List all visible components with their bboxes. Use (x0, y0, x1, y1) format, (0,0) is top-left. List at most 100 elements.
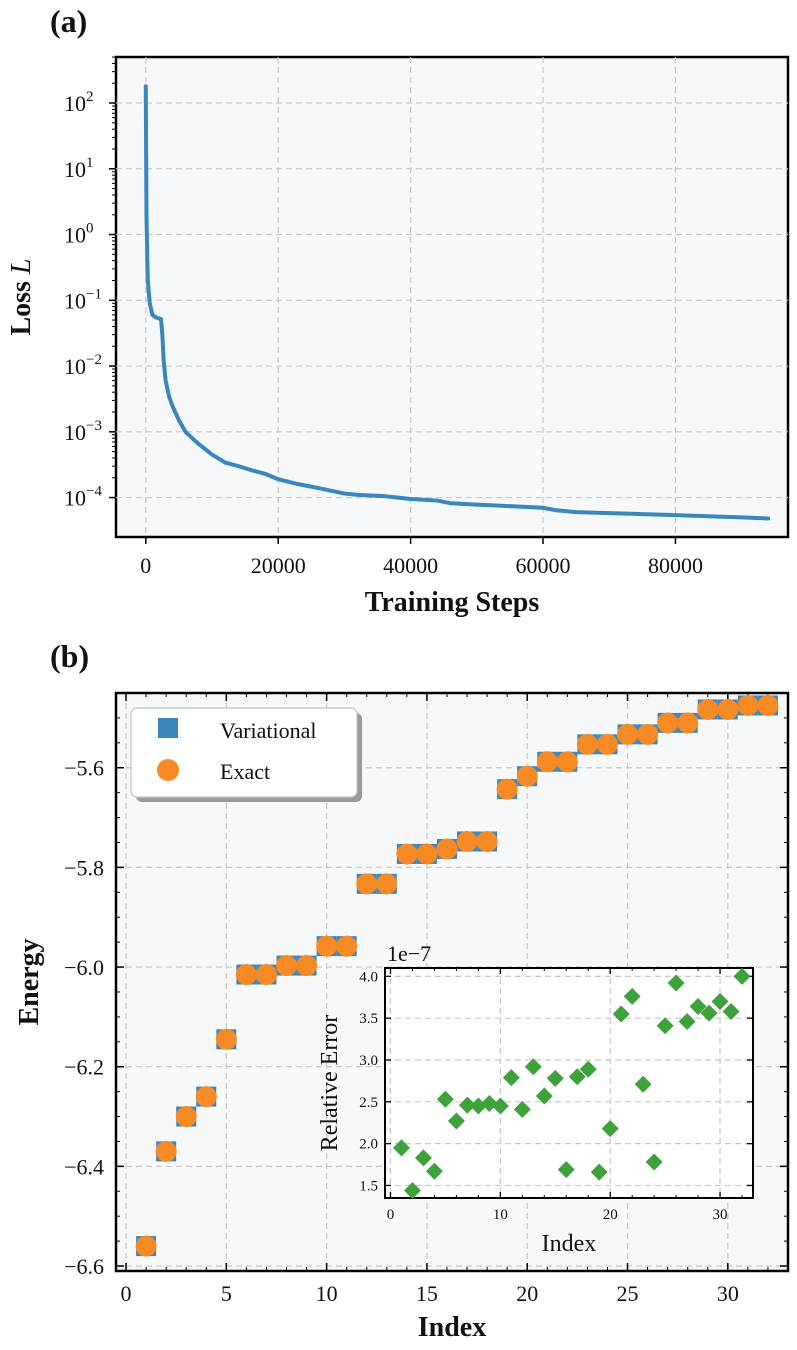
exact-point (155, 1140, 177, 1162)
panel-a-x-axis-label: Training Steps (365, 587, 540, 618)
panel-b-y-tick-label: −6.4 (64, 1154, 104, 1179)
panel-a-y-tick-label: 10 (64, 354, 86, 379)
relative-error-point (436, 1090, 454, 1108)
relative-error-point (711, 992, 729, 1010)
panel-a-y-tick-label: 10 (64, 486, 86, 511)
panel-b-x-tick-label: 10 (316, 1281, 338, 1306)
exact-point (235, 964, 257, 986)
panel-a-grid (116, 57, 788, 537)
panel-a-y-tick-exponent: −3 (86, 418, 102, 434)
panel-a-label: (a) (50, 3, 87, 39)
panel-a-x-tick-label: 20000 (251, 553, 306, 578)
panel-a-y-tick-label: 10 (64, 157, 86, 182)
exact-point (456, 830, 478, 852)
panel-a-y-tick-exponent: −2 (86, 352, 102, 368)
inset-y-tick-label: 3.5 (359, 1011, 378, 1027)
relative-error-point (513, 1100, 531, 1118)
legend-box (130, 707, 358, 798)
exact-point (396, 843, 418, 865)
exact-point (135, 1235, 157, 1257)
panel-a-y-axis-label: Loss L (6, 258, 37, 335)
panel-b-points (135, 694, 779, 1257)
panel-b-x-tick-label: 0 (121, 1281, 132, 1306)
exact-point (336, 935, 358, 957)
relative-error-point (524, 1058, 542, 1076)
panel-a-y-tick-exponent: −4 (86, 484, 102, 500)
exact-point (516, 765, 538, 787)
inset-x-tick-label: 10 (493, 1207, 508, 1223)
relative-error-point (568, 1068, 586, 1086)
exact-point (356, 873, 378, 895)
panel-b-x-tick-label: 20 (516, 1281, 538, 1306)
exact-point (737, 694, 759, 716)
relative-error-point (535, 1087, 553, 1105)
exact-point (556, 751, 578, 773)
relative-error-point (667, 974, 685, 992)
inset-y-tick-label: 4.0 (359, 969, 378, 985)
panel-a-plot-area (114, 55, 790, 539)
exact-point (215, 1028, 237, 1050)
relative-error-point (623, 987, 641, 1005)
legend: Variational Exact (130, 707, 362, 802)
inset-y-axis-label: Relative Error (317, 1015, 343, 1152)
legend-variational-marker (158, 718, 178, 738)
relative-error-point (546, 1069, 564, 1087)
exact-point (255, 964, 277, 986)
relative-error-point (590, 1163, 608, 1181)
inset-ticks: 0 10 20 30 1.5 2.0 2.5 3.0 3.5 4.0 (359, 968, 753, 1223)
panel-b-y-tick-label: −5.8 (64, 855, 104, 880)
relative-error-point (403, 1181, 421, 1199)
panel-a-y-tick-label: 10 (64, 223, 86, 248)
relative-error-point (601, 1120, 619, 1138)
panel-b-label: (b) (50, 638, 89, 674)
relative-error-point (722, 1002, 740, 1020)
panel-b-y-tick-label: −6.2 (64, 1055, 104, 1080)
relative-error-point (414, 1149, 432, 1167)
panel-a-y-tick-label: 10 (64, 288, 86, 313)
inset-x-axis-label: Index (542, 1231, 597, 1257)
panel-a-y-tick-exponent: 1 (86, 155, 94, 171)
inset-y-tick-label: 1.5 (359, 1178, 378, 1194)
exact-point (496, 778, 518, 800)
panel-a-y-tick-exponent: 2 (86, 89, 94, 105)
inset-y-tick-label: 2.0 (359, 1137, 378, 1153)
panel-a-y-axis-label-var: L (6, 258, 37, 275)
relative-error-point (557, 1161, 575, 1179)
relative-error-point (491, 1097, 509, 1115)
exact-point (175, 1106, 197, 1128)
relative-error-point (458, 1096, 476, 1114)
legend-exact-marker (157, 759, 179, 781)
exact-point (476, 830, 498, 852)
panel-a-y-tick-label: 10 (64, 91, 86, 116)
panel-b-x-tick-label: 25 (617, 1281, 639, 1306)
exact-point (376, 873, 398, 895)
panel-a-x-tick-label: 80000 (648, 553, 703, 578)
relative-error-point (733, 967, 751, 985)
panel-b-x-axis-label: Index (418, 1312, 486, 1343)
panel-a-x-tick-label: 60000 (516, 553, 571, 578)
legend-variational-label: Variational (220, 718, 317, 743)
relative-error-point (425, 1162, 443, 1180)
exact-point (617, 723, 639, 745)
panel-a-y-tick-label: 10 (64, 420, 86, 445)
exact-point (436, 838, 458, 860)
exact-point (276, 955, 298, 977)
panel-b-x-tick-label: 5 (221, 1281, 232, 1306)
panel-b-y-tick-label: −6.0 (64, 955, 104, 980)
legend-exact-label: Exact (220, 759, 270, 784)
exact-point (576, 733, 598, 755)
inset-x-tick-label: 0 (387, 1207, 395, 1223)
relative-error-point (447, 1112, 465, 1130)
exact-point (416, 843, 438, 865)
panel-b-x-tick-label: 15 (416, 1281, 438, 1306)
relative-error-point (634, 1075, 652, 1093)
exact-point (757, 694, 779, 716)
exact-point (697, 698, 719, 720)
panel-a-x-tick-label: 0 (140, 553, 151, 578)
exact-point (657, 712, 679, 734)
relative-error-point (700, 1004, 718, 1022)
exact-point (195, 1086, 217, 1108)
relative-error-point (612, 1005, 630, 1023)
